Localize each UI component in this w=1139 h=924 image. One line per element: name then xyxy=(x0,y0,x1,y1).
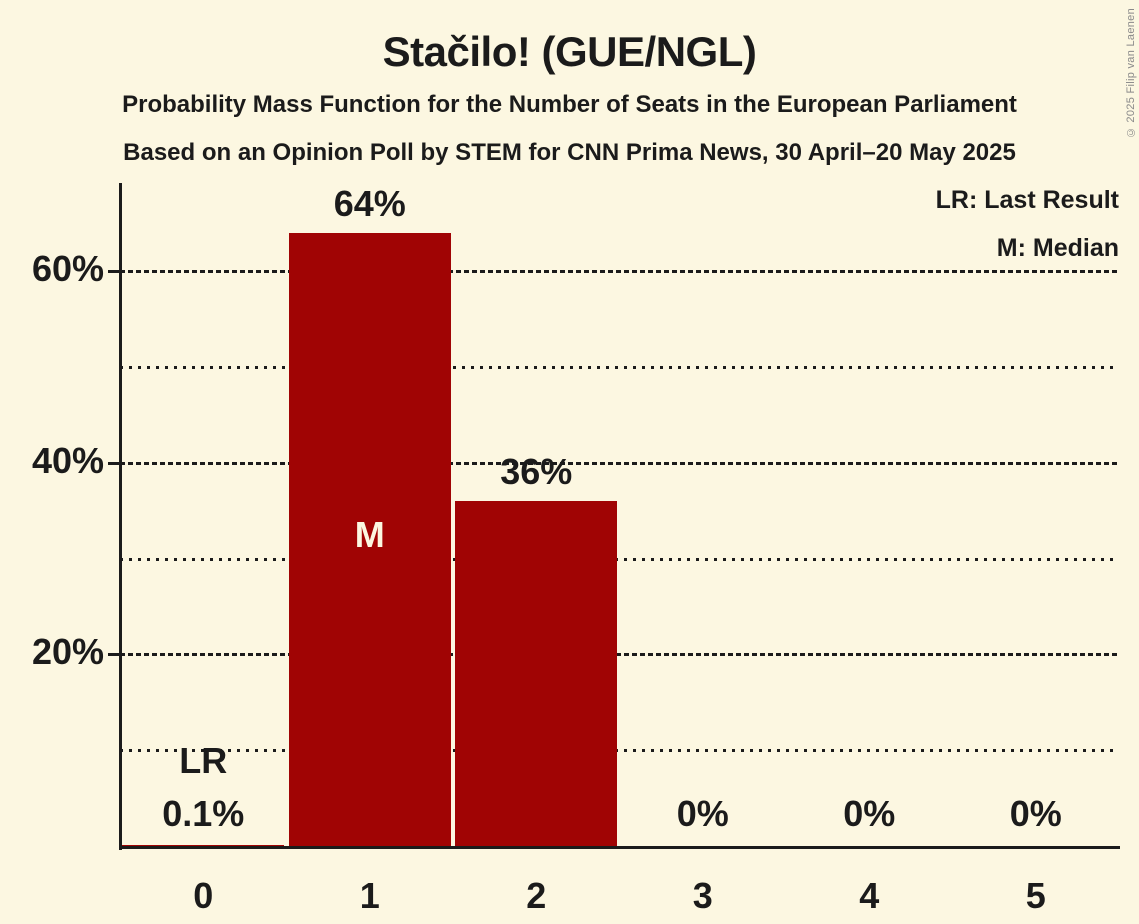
bar-value-label-3: 0% xyxy=(676,793,729,834)
y-axis-line xyxy=(119,183,122,850)
chart-subtitle: Probability Mass Function for the Number… xyxy=(122,91,1017,118)
bar-value-label-0: 0.1% xyxy=(162,793,245,834)
x-axis-label-1: 1 xyxy=(359,875,380,916)
major-gridline-40 xyxy=(120,461,1119,465)
bar-value-label-2: 36% xyxy=(500,451,573,492)
bar-seats-2 xyxy=(455,501,618,846)
x-axis-label-4: 4 xyxy=(859,875,880,916)
y-axis-tick-20 xyxy=(108,653,120,657)
y-axis-label-20: 20% xyxy=(31,631,104,673)
minor-gridline-50 xyxy=(120,366,1119,369)
x-axis-label-2: 2 xyxy=(526,875,547,916)
y-axis-label-40: 40% xyxy=(31,439,104,481)
chart-source-note: Based on an Opinion Poll by STEM for CNN… xyxy=(123,139,1016,166)
last-result-marker: LR xyxy=(179,740,228,781)
y-axis-tick-60 xyxy=(108,270,120,274)
legend-last-result: LR: Last Result xyxy=(935,186,1119,214)
x-axis-label-0: 0 xyxy=(193,875,214,916)
x-axis-line xyxy=(119,846,1120,849)
median-marker: M xyxy=(354,514,385,555)
bar-value-label-5: 0% xyxy=(1009,793,1062,834)
chart-title: Stačilo! (GUE/NGL) xyxy=(382,28,757,75)
y-axis-label-60: 60% xyxy=(31,248,104,290)
x-axis-label-5: 5 xyxy=(1025,875,1046,916)
minor-gridline-30 xyxy=(120,557,1119,561)
x-axis-label-3: 3 xyxy=(692,875,713,916)
major-gridline-20 xyxy=(120,653,1119,657)
bar-value-label-4: 0% xyxy=(843,793,896,834)
major-gridline-60 xyxy=(120,270,1119,274)
bar-seats-1 xyxy=(288,233,451,846)
bar-seats-0 xyxy=(122,845,285,846)
y-axis-tick-40 xyxy=(108,461,120,465)
legend-median: M: Median xyxy=(996,234,1119,262)
bar-value-label-1: 64% xyxy=(333,183,406,224)
minor-gridline-10 xyxy=(120,749,1119,753)
